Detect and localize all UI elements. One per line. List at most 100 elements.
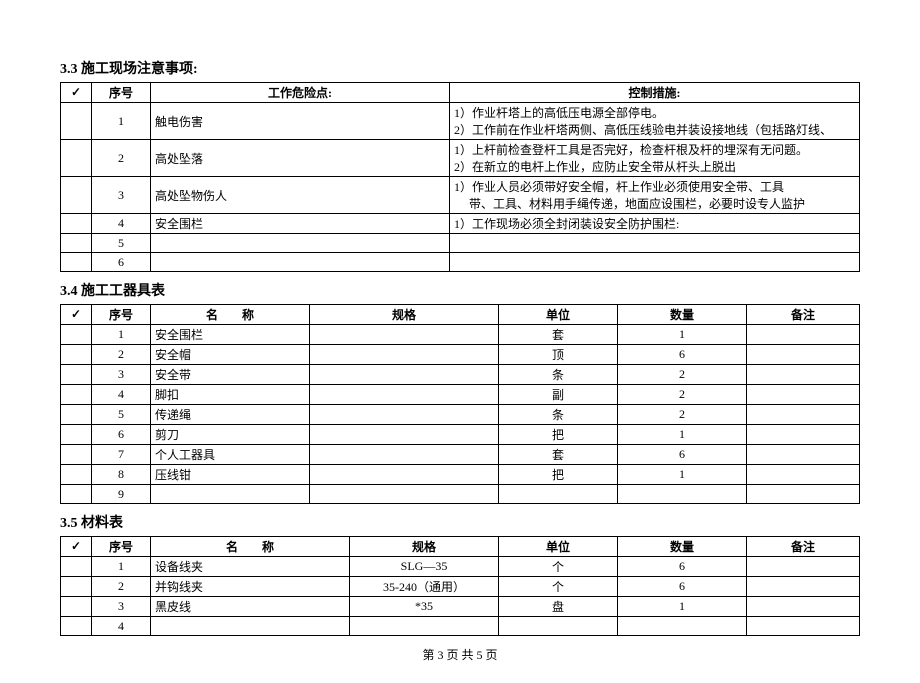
cell-qty: [618, 617, 747, 636]
col-spec: 规格: [350, 537, 499, 557]
table-row: 3黑皮线*35盘1: [61, 597, 860, 617]
cell-check: [61, 365, 92, 385]
cell-qty: 1: [618, 597, 747, 617]
col-spec: 规格: [310, 305, 499, 325]
cell-seq: 5: [92, 405, 151, 425]
table-row: 1安全围栏套1: [61, 325, 860, 345]
cell-qty: 1: [618, 425, 747, 445]
cell-spec: [310, 405, 499, 425]
col-remark: 备注: [747, 537, 860, 557]
cell-check: [61, 103, 92, 140]
cell-risk: 高处坠落: [151, 140, 450, 177]
col-check: ✓: [61, 537, 92, 557]
cell-unit: 条: [499, 405, 618, 425]
table-row: 6: [61, 253, 860, 272]
table-row: 4脚扣副2: [61, 385, 860, 405]
cell-spec: 35-240（通用）: [350, 577, 499, 597]
cell-spec: [310, 325, 499, 345]
cell-qty: 6: [618, 577, 747, 597]
cell-check: [61, 405, 92, 425]
table-33: ✓ 序号 工作危险点: 控制措施: 1 触电伤害 1）作业杆塔上的高低压电源全部…: [60, 82, 860, 272]
cell-remark: [747, 345, 860, 365]
cell-name: 安全带: [151, 365, 310, 385]
cell-seq: 3: [92, 177, 151, 214]
cell-remark: [747, 465, 860, 485]
table-row: 1 触电伤害 1）作业杆塔上的高低压电源全部停电。2）工作前在作业杆塔两侧、高低…: [61, 103, 860, 140]
cell-spec: [310, 445, 499, 465]
table-row: 4 安全围栏 1）工作现场必须全封闭装设安全防护围栏:: [61, 214, 860, 234]
cell-unit: 个: [499, 577, 618, 597]
cell-seq: 2: [92, 140, 151, 177]
section-35-title: 3.5 材料表: [60, 512, 860, 532]
cell-spec: [310, 365, 499, 385]
cell-name: [151, 485, 310, 504]
cell-seq: 3: [92, 597, 151, 617]
cell-unit: 个: [499, 557, 618, 577]
cell-remark: [747, 485, 860, 504]
col-check: ✓: [61, 305, 92, 325]
cell-unit: 套: [499, 445, 618, 465]
table-header-row: ✓ 序号 名 称 规格 单位 数量 备注: [61, 305, 860, 325]
page-footer: 第 3 页 共 5 页: [60, 646, 860, 663]
cell-name: 压线钳: [151, 465, 310, 485]
col-seq: 序号: [92, 537, 151, 557]
cell-spec: [310, 425, 499, 445]
cell-seq: 7: [92, 445, 151, 465]
table-row: 9: [61, 485, 860, 504]
cell-name: 设备线夹: [151, 557, 350, 577]
col-name: 名 称: [151, 305, 310, 325]
section-33-title: 3.3 施工现场注意事项:: [60, 58, 860, 78]
table-35: ✓ 序号 名 称 规格 单位 数量 备注 1设备线夹SLG—35个62并钩线夹3…: [60, 536, 860, 636]
table-row: 3 高处坠物伤人 1）作业人员必须带好安全帽，杆上作业必须使用安全带、工具 带、…: [61, 177, 860, 214]
cell-check: [61, 325, 92, 345]
cell-seq: 2: [92, 345, 151, 365]
cell-name: 脚扣: [151, 385, 310, 405]
col-unit: 单位: [499, 305, 618, 325]
cell-seq: 5: [92, 234, 151, 253]
cell-spec: [310, 485, 499, 504]
cell-remark: [747, 405, 860, 425]
table-row: 2安全帽顶6: [61, 345, 860, 365]
cell-unit: 盘: [499, 597, 618, 617]
col-qty: 数量: [618, 305, 747, 325]
cell-unit: 条: [499, 365, 618, 385]
cell-risk: 触电伤害: [151, 103, 450, 140]
cell-seq: 1: [92, 557, 151, 577]
cell-name: 并钩线夹: [151, 577, 350, 597]
col-check: ✓: [61, 83, 92, 103]
cell-unit: [499, 485, 618, 504]
cell-unit: 把: [499, 465, 618, 485]
cell-qty: 6: [618, 557, 747, 577]
cell-name: 安全围栏: [151, 325, 310, 345]
cell-unit: 把: [499, 425, 618, 445]
cell-seq: 1: [92, 325, 151, 345]
table-row: 8压线钳把1: [61, 465, 860, 485]
col-qty: 数量: [618, 537, 747, 557]
cell-measure: 1）作业人员必须带好安全帽，杆上作业必须使用安全带、工具 带、工具、材料用手绳传…: [450, 177, 860, 214]
cell-seq: 6: [92, 253, 151, 272]
table-row: 6剪刀把1: [61, 425, 860, 445]
cell-seq: 4: [92, 385, 151, 405]
cell-check: [61, 385, 92, 405]
cell-measure: [450, 253, 860, 272]
col-measure: 控制措施:: [450, 83, 860, 103]
cell-check: [61, 177, 92, 214]
cell-remark: [747, 617, 860, 636]
cell-measure: 1）工作现场必须全封闭装设安全防护围栏:: [450, 214, 860, 234]
cell-qty: 2: [618, 365, 747, 385]
cell-check: [61, 214, 92, 234]
cell-seq: 4: [92, 617, 151, 636]
cell-qty: 6: [618, 345, 747, 365]
cell-check: [61, 234, 92, 253]
cell-qty: [618, 485, 747, 504]
table-row: 2 高处坠落 1）上杆前检查登杆工具是否完好，检查杆根及杆的埋深有无问题。2）在…: [61, 140, 860, 177]
cell-qty: 6: [618, 445, 747, 465]
table-34: ✓ 序号 名 称 规格 单位 数量 备注 1安全围栏套12安全帽顶63安全带条2…: [60, 304, 860, 504]
cell-name: 剪刀: [151, 425, 310, 445]
cell-check: [61, 345, 92, 365]
cell-remark: [747, 557, 860, 577]
cell-seq: 1: [92, 103, 151, 140]
cell-remark: [747, 577, 860, 597]
col-name: 名 称: [151, 537, 350, 557]
cell-check: [61, 425, 92, 445]
